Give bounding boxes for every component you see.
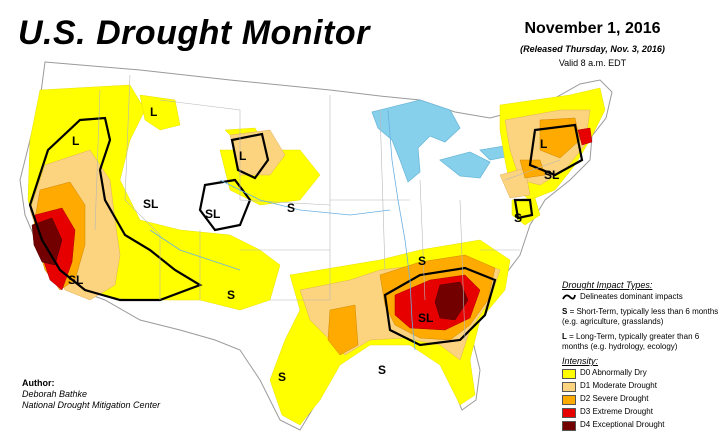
legend-level-d0: D0 Abnormally Dry — [562, 368, 720, 379]
map-date: November 1, 2016 — [524, 20, 661, 37]
intensity-header: Intensity: — [562, 356, 599, 366]
author-block: Author: Deborah Bathke National Drought … — [22, 378, 160, 411]
impact-label-s-kentucky: S — [418, 254, 426, 268]
delineates-text: Delineates dominant impacts — [580, 292, 683, 301]
legend-long-term: L = Long-Term, typically greater than 6 … — [562, 332, 720, 352]
impact-delineation-lines — [28, 116, 584, 347]
impact-label-l-northeast: L — [540, 137, 547, 151]
impact-label-l-montana: L — [72, 134, 79, 148]
impact-label-l-wyoming: L — [239, 149, 246, 163]
author-heading: Author: — [22, 378, 55, 388]
impact-label-s-louisiana: S — [378, 363, 386, 377]
impact-label-sl-colorado: SL — [205, 207, 220, 221]
legend-level-d4: D4 Exceptional Drought — [562, 420, 720, 431]
legend-level-d2: D2 Severe Drought — [562, 394, 720, 405]
long-term-text: = Long-Term, typically greater than 6 mo… — [562, 332, 700, 351]
legend-level-d1: D1 Moderate Drought — [562, 381, 720, 392]
delineation-line-icon — [562, 294, 576, 300]
valid-time: Valid 8 a.m. EDT — [558, 58, 627, 68]
impact-label-s-colorado: S — [287, 201, 295, 215]
impact-types-header: Drought Impact Types: — [562, 280, 653, 290]
author-name: Deborah Bathke — [22, 389, 88, 399]
legend-delineates: Delineates dominant impacts — [562, 292, 720, 302]
rivers — [149, 109, 416, 351]
impact-label-l-northwest: L — [150, 105, 157, 119]
state-boundaries — [94, 74, 561, 341]
map-legend: Drought Impact Types: Delineates dominan… — [562, 280, 720, 431]
legend-short-term: S = Short-Term, typically less than 6 mo… — [562, 307, 720, 327]
long-term-key: L — [562, 332, 567, 341]
legend-level-d3: D3 Extreme Drought — [562, 407, 720, 418]
impact-label-sl-southeast: SL — [418, 311, 433, 325]
release-date: (Released Thursday, Nov. 3, 2016) — [520, 44, 665, 54]
impact-label-sl-newyork: SL — [544, 168, 559, 182]
short-term-text: = Short-Term, typically less than 6 mont… — [562, 307, 719, 326]
impact-label-sl-california: SL — [68, 273, 83, 287]
page-title: U.S. Drought Monitor — [18, 14, 370, 52]
short-term-key: S — [562, 307, 568, 316]
author-org: National Drought Mitigation Center — [22, 400, 161, 410]
impact-label-s-texas: S — [278, 370, 286, 384]
impact-label-s-maryland: S — [514, 211, 522, 225]
impact-label-sl-utah: SL — [143, 197, 158, 211]
impact-label-s-newmexico: S — [227, 288, 235, 302]
